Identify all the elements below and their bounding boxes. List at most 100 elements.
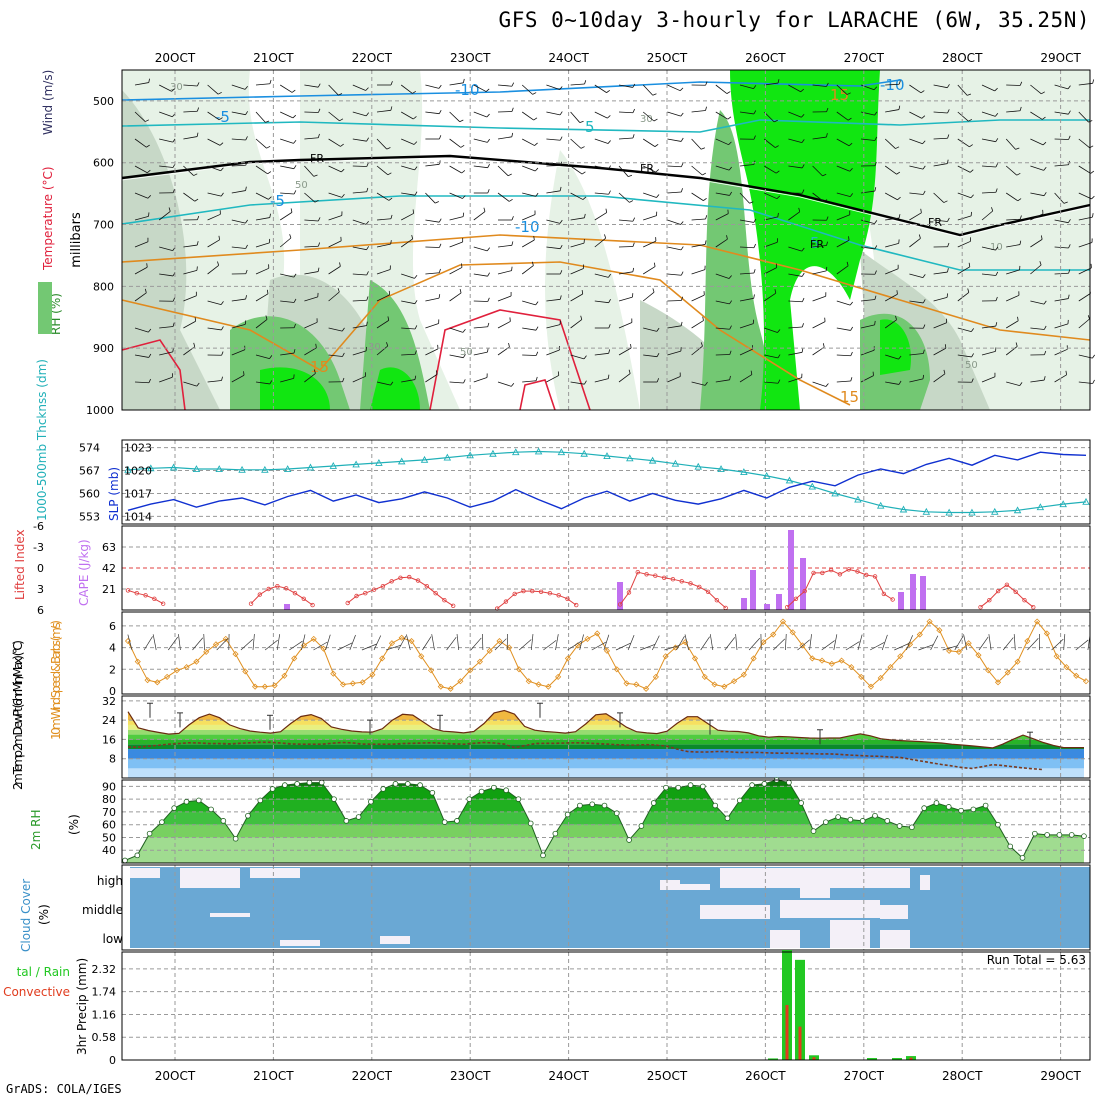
wind-barb-flag <box>775 145 779 148</box>
wind-10m-barb <box>470 637 482 651</box>
thickness-tick-label: 553 <box>79 510 100 523</box>
wind-barb <box>788 246 802 252</box>
wind-barb-flag <box>583 355 587 360</box>
cape-bar <box>910 574 916 610</box>
rh-shading-region <box>360 280 430 410</box>
wind-barb-flag <box>290 208 293 213</box>
wind-barb-flag <box>798 207 801 212</box>
wind-barb-flag <box>1068 110 1071 115</box>
wind-barb-flag <box>171 88 175 92</box>
wind-barb-flag <box>632 217 636 222</box>
wind-barb <box>764 82 779 86</box>
lifted-index-marker <box>450 603 456 608</box>
wind-10m-barb <box>709 634 714 651</box>
wind-barb-flag <box>580 146 585 149</box>
wind-barb-flag <box>607 374 610 379</box>
temperature-band <box>128 749 1084 759</box>
wind-barb-flag <box>245 269 248 274</box>
wind-barb-flag <box>608 273 612 278</box>
wind-barb <box>497 192 510 202</box>
wind-barb-flag <box>365 87 369 91</box>
wind-barb <box>764 327 778 333</box>
lifted-index-marker <box>371 587 377 592</box>
wind-barb <box>812 270 827 275</box>
wind-barb-flag <box>487 348 489 353</box>
wind-barb-flag <box>508 198 513 202</box>
rh-marker <box>159 819 165 825</box>
wind-barb-flag <box>1017 198 1022 202</box>
wind-10m-barb <box>881 634 888 651</box>
wind-barb <box>691 192 704 201</box>
wind-barb <box>183 192 195 202</box>
cloud-cover-cell <box>130 868 160 878</box>
wind-barb <box>812 84 827 87</box>
wind-barb-flag <box>654 143 659 147</box>
isotherm-label: -10 <box>515 218 540 236</box>
wind-barb-flag <box>220 167 224 172</box>
rh-marker <box>392 781 399 787</box>
wind-barb-flag <box>194 317 197 322</box>
rh-tick-label: 80 <box>102 793 116 806</box>
wind-barb <box>933 219 948 222</box>
isotherm-plus-5 <box>121 195 1090 271</box>
rh-marker <box>257 797 264 804</box>
cape-bar <box>750 570 756 610</box>
wind-barb-flag <box>726 235 728 240</box>
wind-barb <box>739 348 753 356</box>
rh-marker <box>577 802 583 809</box>
wind-barb <box>1006 244 1021 248</box>
wind-barb-flag <box>560 161 563 166</box>
wind-barb-flag <box>947 109 950 114</box>
wind-speed-marker <box>173 667 180 674</box>
wind-barb <box>909 378 924 383</box>
thickness-marker <box>1036 503 1045 511</box>
rh-marker <box>798 800 805 806</box>
wind-10m-barb <box>203 634 205 651</box>
wind-barb-flag <box>777 379 781 384</box>
wind-barb-flag <box>947 242 950 247</box>
rh-marker <box>835 814 841 820</box>
rh-legend-swatch <box>38 282 52 334</box>
isotherm-plus-20 <box>429 309 591 411</box>
wind-speed-marker <box>271 682 278 689</box>
wind-barb-flag <box>414 166 418 171</box>
wind-barb-flag <box>148 353 152 358</box>
pressure-tick-label: 800 <box>93 280 114 293</box>
wind-barb-flag <box>801 114 805 118</box>
wind-barb <box>546 138 561 141</box>
wind-barb <box>473 211 486 221</box>
wind-barb-flag <box>293 349 296 354</box>
isotherm-label: -10 <box>455 81 480 99</box>
wind-barb-flag <box>898 105 901 110</box>
wind-barb <box>1030 239 1043 248</box>
wind-barb <box>739 323 754 329</box>
wind-speed-marker <box>300 642 308 649</box>
wind-speed-marker <box>261 683 268 690</box>
thickness-marker <box>762 471 771 479</box>
rh-marker <box>847 816 854 823</box>
wind-speed-marker <box>623 680 630 687</box>
cloud-cover-axis-title: Cloud Cover <box>19 879 33 952</box>
wind-barb-flag <box>219 142 224 146</box>
wind-barb-flag <box>366 296 369 301</box>
thickness-marker <box>306 463 315 471</box>
wind-barb-flag <box>221 376 223 381</box>
wind-barb-flag <box>462 212 465 217</box>
isotherm-minus-10 <box>121 79 901 101</box>
wind-10m-barb <box>954 636 964 651</box>
lifted-index-marker <box>661 575 667 580</box>
wind-10m-barb <box>845 641 860 651</box>
temperature-band <box>128 768 1084 778</box>
rh-marker <box>478 788 485 795</box>
wind-barb <box>594 300 609 304</box>
wind-barb-flag <box>1043 376 1046 381</box>
wind-speed-marker <box>467 667 474 674</box>
wind-barb-flag <box>511 382 515 387</box>
lifted-index-marker <box>547 591 553 596</box>
rh-marker <box>171 805 177 811</box>
wind-10m-barb <box>264 639 278 651</box>
thickness-marker <box>922 507 931 515</box>
wind-barb-flag <box>317 83 321 88</box>
wind-barb <box>159 111 173 118</box>
wind-barb <box>860 299 875 302</box>
